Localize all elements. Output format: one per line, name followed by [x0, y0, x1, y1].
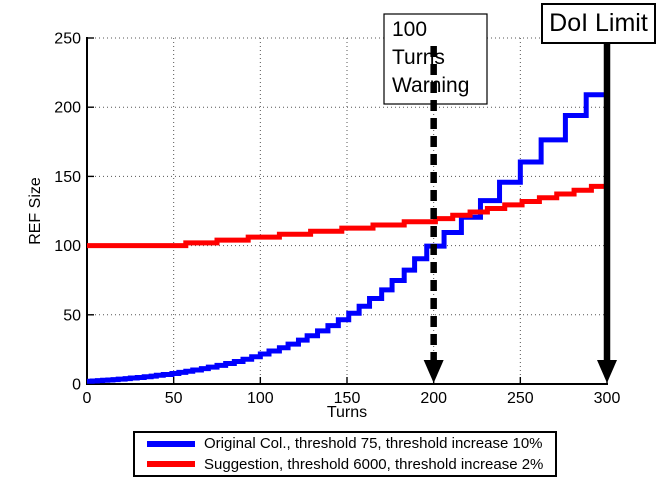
- legend-label-original: Original Col., threshold 75, threshold i…: [204, 435, 543, 453]
- x-tick-label-200: 200: [420, 390, 447, 407]
- y-tick-label-200: 200: [54, 100, 81, 117]
- x-tick-label-250: 250: [507, 390, 534, 407]
- legend-line-sample-red: [147, 461, 195, 468]
- series-line-suggestion: [87, 183, 607, 249]
- y-axis-label: REF Size: [27, 177, 44, 245]
- legend-line-sample-blue: [147, 440, 195, 447]
- turns-warning-arrowhead: [423, 360, 444, 383]
- y-tick-label-0: 0: [72, 377, 81, 394]
- doi-limit-arrowhead: [597, 360, 617, 383]
- y-tick-label-50: 50: [63, 307, 81, 324]
- legend-entry-original: Original Col., threshold 75, threshold i…: [147, 434, 555, 453]
- legend: Original Col., threshold 75, threshold i…: [133, 431, 557, 477]
- x-axis-label: Turns: [326, 404, 368, 421]
- x-tick-label-100: 100: [247, 390, 274, 407]
- doi-limit-box: [541, 3, 656, 44]
- x-tick-label-50: 50: [165, 390, 183, 407]
- annotation-100-turns-warning: 100 Turns Warning: [384, 14, 487, 103]
- y-tick-label-250: 250: [54, 31, 81, 48]
- warning-text-line-2: Turns: [392, 46, 445, 69]
- annotation-doi-limit: DoI Limit: [549, 9, 648, 37]
- x-tick-label-0: 0: [83, 390, 92, 407]
- warning-text-line-1: 100: [392, 18, 428, 41]
- x-tick-label-150: 150: [334, 390, 361, 407]
- y-tick-label-150: 150: [54, 169, 81, 186]
- legend-entry-suggestion: Suggestion, threshold 6000, threshold in…: [147, 455, 555, 474]
- legend-label-suggestion: Suggestion, threshold 6000, threshold in…: [204, 455, 544, 473]
- y-tick-label-100: 100: [54, 238, 81, 255]
- x-tick-label-300: 300: [594, 390, 621, 407]
- warning-text-line-3: Warning: [392, 74, 470, 97]
